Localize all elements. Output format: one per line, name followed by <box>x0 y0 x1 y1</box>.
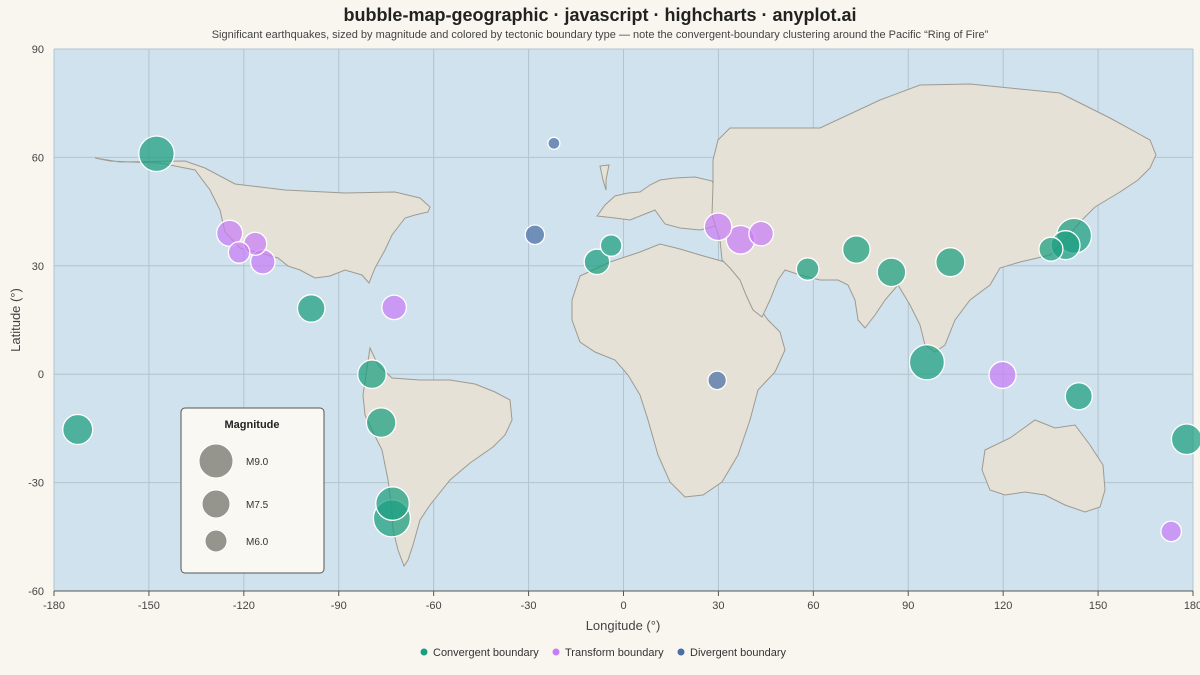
x-tick-label: 0 <box>620 600 626 612</box>
legend-marker <box>677 648 685 656</box>
axis-ticks: -180 -150 -120 -90 -60 -30 0 30 60 90 120 150 180 -60… <box>28 44 1200 612</box>
convergent-earthquake-bubble[interactable] <box>375 486 410 521</box>
convergent-earthquake-bubble[interactable] <box>1064 382 1093 411</box>
convergent-earthquake-bubble[interactable] <box>841 235 871 264</box>
convergent-earthquake-bubble[interactable] <box>357 359 387 390</box>
transform-earthquake-bubble[interactable] <box>748 220 775 247</box>
divergent-earthquake-bubble[interactable] <box>547 136 561 150</box>
magnitude-legend-bubble <box>198 443 234 479</box>
convergent-earthquake-bubble[interactable] <box>138 135 175 173</box>
legend-item-divergent[interactable]: Divergent boundary <box>677 647 787 659</box>
x-tick-label: 180 <box>1184 600 1200 612</box>
x-axis-label: Longitude (°) <box>586 618 661 633</box>
chart-title: bubble-map-geographic · javascript · hig… <box>343 5 856 25</box>
y-tick-label: 90 <box>32 44 44 56</box>
x-tick-label: -90 <box>331 600 347 612</box>
divergent-earthquake-bubble[interactable] <box>707 370 728 391</box>
legend-label: Transform boundary <box>565 647 664 659</box>
x-tick-label: -120 <box>233 600 255 612</box>
series-legend[interactable]: Convergent boundary Transform boundary Div… <box>420 647 787 659</box>
africa-landmass <box>571 243 786 498</box>
x-tick-label: -150 <box>138 600 160 612</box>
x-tick-label: 30 <box>712 600 724 612</box>
x-tick-label: 90 <box>902 600 914 612</box>
magnitude-legend-bubble <box>204 529 228 553</box>
convergent-earthquake-bubble[interactable] <box>1170 423 1200 456</box>
transform-earthquake-bubble[interactable] <box>227 241 251 264</box>
y-tick-label: 30 <box>32 261 44 273</box>
convergent-earthquake-bubble[interactable] <box>876 257 907 288</box>
chart-subtitle: Significant earthquakes, sized by magnit… <box>212 29 989 41</box>
transform-earthquake-bubble[interactable] <box>1160 520 1183 543</box>
magnitude-legend: Magnitude M9.0 M7.5 M6.0 <box>180 407 325 574</box>
convergent-earthquake-bubble[interactable] <box>583 248 611 276</box>
magnitude-legend-box <box>180 407 325 574</box>
north-america-landmass <box>94 157 431 284</box>
legend-label: Convergent boundary <box>433 647 539 659</box>
y-tick-label: 60 <box>32 152 44 164</box>
legend-item-convergent[interactable]: Convergent boundary <box>420 647 540 659</box>
magnitude-legend-title: Magnitude <box>225 419 280 431</box>
convergent-earthquake-bubble[interactable] <box>62 413 94 446</box>
x-tick-label: 120 <box>994 600 1012 612</box>
transform-earthquake-bubble[interactable] <box>703 212 733 242</box>
magnitude-legend-entries: M9.0 M7.5 M6.0 <box>198 443 269 553</box>
convergent-earthquake-bubble[interactable] <box>795 257 820 281</box>
transform-earthquake-bubble[interactable] <box>988 360 1017 390</box>
convergent-earthquake-bubble[interactable] <box>599 234 623 257</box>
legend-item-transform[interactable]: Transform boundary <box>552 647 665 659</box>
x-tick-label: -60 <box>426 600 442 612</box>
divergent-earthquake-bubble[interactable] <box>524 224 546 246</box>
magnitude-legend-label: M7.5 <box>246 500 269 511</box>
magnitude-legend-label: M9.0 <box>246 457 269 468</box>
transform-earthquake-bubble[interactable] <box>381 294 408 321</box>
convergent-earthquake-bubble[interactable] <box>365 407 397 439</box>
greenland-landmass <box>599 164 610 191</box>
convergent-earthquake-bubble[interactable] <box>1038 236 1064 262</box>
convergent-earthquake-bubble[interactable] <box>296 294 326 323</box>
x-tick-label: -30 <box>521 600 537 612</box>
bubble-layer <box>62 135 1200 543</box>
legend-marker <box>420 648 428 656</box>
x-tick-label: -180 <box>43 600 65 612</box>
convergent-earthquake-bubble[interactable] <box>935 247 966 278</box>
y-axis-label: Latitude (°) <box>8 288 23 352</box>
magnitude-legend-bubble <box>201 489 231 519</box>
y-tick-label: 0 <box>38 369 44 381</box>
convergent-earthquake-bubble[interactable] <box>908 344 946 381</box>
legend-marker <box>552 648 560 656</box>
australia-landmass <box>981 419 1106 513</box>
y-tick-label: -60 <box>28 586 44 598</box>
x-tick-label: 60 <box>807 600 819 612</box>
magnitude-legend-label: M6.0 <box>246 537 269 548</box>
x-tick-label: 150 <box>1089 600 1107 612</box>
y-tick-label: -30 <box>28 478 44 490</box>
legend-label: Divergent boundary <box>690 647 787 659</box>
